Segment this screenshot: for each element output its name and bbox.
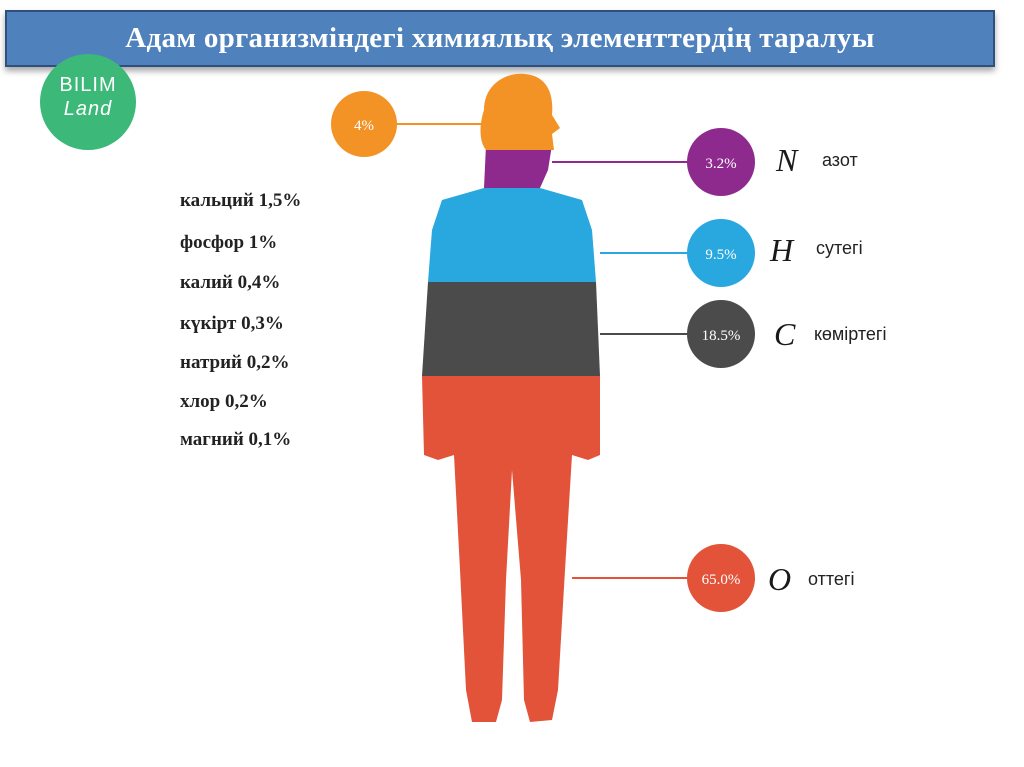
page-title: Адам организміндегі химиялық элементтерд… xyxy=(125,22,875,54)
circle-oxygen-label: 65.0% xyxy=(702,572,741,588)
circle-oxygen xyxy=(687,544,755,612)
logo-line-1: BILIM xyxy=(59,74,117,96)
circle-nitrogen-label: 3.2% xyxy=(705,156,736,172)
body-abdomen xyxy=(422,282,600,376)
element-chlorine: хлор 0,2% xyxy=(180,391,268,412)
name-carbon: көміртегі xyxy=(814,324,887,344)
title-banner: Адам организміндегі химиялық элементтерд… xyxy=(5,10,995,67)
circle-hydrogen xyxy=(687,219,755,287)
bilimland-logo: BILIM Land xyxy=(40,54,136,150)
circle-hydrogen-label: 9.5% xyxy=(705,247,736,263)
symbol-carbon: C xyxy=(774,316,796,352)
name-oxygen: оттегі xyxy=(808,569,855,589)
circle-carbon-label: 18.5% xyxy=(702,328,741,344)
body-head xyxy=(480,73,560,150)
element-calcium: кальций 1,5% xyxy=(180,190,302,211)
logo-line-2: Land xyxy=(63,98,113,120)
name-nitrogen: азот xyxy=(822,150,858,170)
circle-4-percent xyxy=(331,91,397,157)
element-sodium: натрий 0,2% xyxy=(180,352,290,373)
circle-nitrogen xyxy=(687,128,755,196)
element-sulfur: күкірт 0,3% xyxy=(180,313,284,334)
circle-4-label: 4% xyxy=(354,118,374,134)
body-legs xyxy=(422,376,600,722)
element-phosphorus: фосфор 1% xyxy=(180,232,278,253)
element-magnesium: магний 0,1% xyxy=(180,429,292,450)
body-chest xyxy=(428,188,596,282)
element-potassium: калий 0,4% xyxy=(180,272,281,293)
symbol-hydrogen: H xyxy=(770,232,794,268)
symbol-nitrogen: N xyxy=(776,142,798,178)
name-hydrogen: сутегі xyxy=(816,238,863,258)
circle-carbon xyxy=(687,300,755,368)
symbol-oxygen: O xyxy=(768,561,792,597)
body-neck xyxy=(484,145,552,188)
